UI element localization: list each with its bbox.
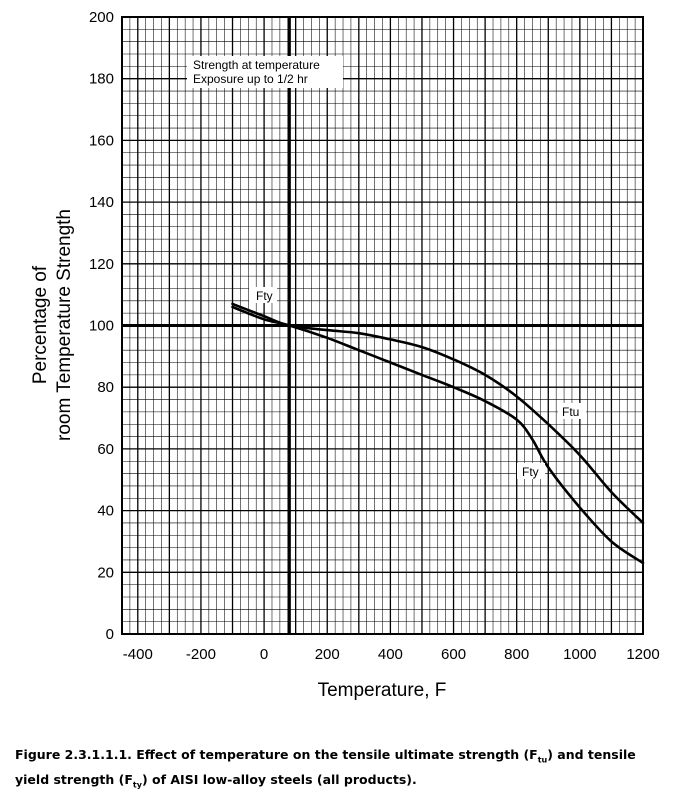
y-tick-label: 140: [89, 194, 114, 211]
x-tick-label: 800: [504, 646, 529, 663]
series-label-fty-lower: Fty: [522, 465, 539, 479]
y-tick-label: 160: [89, 132, 114, 149]
y-tick-label: 200: [89, 9, 114, 26]
x-tick-label: -400: [123, 646, 153, 663]
annotation-line-2: Exposure up to 1/2 hr: [193, 72, 308, 86]
y-tick-label: 20: [97, 564, 114, 581]
plot-frame: [121, 16, 644, 635]
series-label-fty-upper: Fty: [256, 289, 273, 303]
x-tick-label: 1200: [626, 646, 659, 663]
chart: -400 -200 0 200 400 600 800 1000 1200 0 20 40 60 80 1…: [30, 9, 660, 701]
x-tick-label: -200: [186, 646, 216, 663]
caption-prefix: Figure 2.3.1.1.1. Effect of temperature …: [15, 747, 538, 762]
y-tick-label: 40: [97, 503, 114, 520]
annotation-box: Strength at temperature Exposure up to 1…: [187, 56, 343, 88]
y-tick-label: 0: [106, 626, 114, 643]
x-tick-label: 0: [260, 646, 268, 663]
caption-sub-tu: tu: [537, 755, 548, 765]
x-tick-label: 1000: [563, 646, 596, 663]
x-tick-label: 200: [315, 646, 340, 663]
series-line-fty: [231, 305, 645, 565]
x-tick-labels: -400 -200 0 200 400 600 800 1000 1200: [123, 646, 660, 663]
annotation-line-1: Strength at temperature: [193, 58, 320, 72]
label-fty-upper: Fty: [249, 287, 277, 303]
x-tick-label: 400: [378, 646, 403, 663]
y-tick-label: 80: [97, 379, 114, 396]
caption-middle: ) and tensile yield strength (F: [15, 747, 636, 787]
y-tick-labels: 0 20 40 60 80 100 120 140 160 180 200: [89, 9, 114, 643]
y-axis-title-line-1: Percentage of: [30, 265, 51, 384]
series-label-ftu: Ftu: [562, 405, 579, 419]
x-tick-label: 600: [441, 646, 466, 663]
label-ftu: Ftu: [558, 403, 586, 419]
figure-caption: Figure 2.3.1.1.1. Effect of temperature …: [15, 745, 665, 794]
y-tick-label: 180: [89, 71, 114, 88]
series-lines: [231, 302, 645, 565]
y-tick-label: 100: [89, 318, 114, 335]
caption-sub-ty: ty: [132, 780, 142, 789]
y-tick-label: 120: [89, 256, 114, 273]
y-tick-label: 60: [97, 441, 114, 458]
caption-suffix: ) of AISI low-alloy steels (all products…: [141, 771, 417, 787]
x-axis-title: Temperature, F: [318, 680, 447, 701]
label-fty-lower: Fty: [517, 463, 545, 479]
y-axis-title-line-2: room Temperature Strength: [54, 209, 75, 441]
